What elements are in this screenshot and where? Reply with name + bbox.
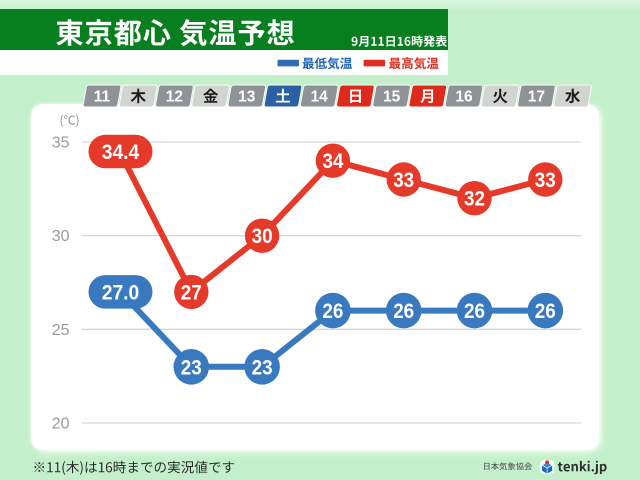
svg-text:23: 23	[252, 354, 273, 379]
svg-text:15: 15	[383, 88, 401, 105]
svg-text:26: 26	[322, 298, 343, 323]
svg-text:30: 30	[52, 228, 70, 245]
svg-text:33: 33	[535, 167, 556, 192]
svg-text:12: 12	[166, 88, 183, 105]
svg-text:34.4: 34.4	[102, 139, 140, 164]
svg-text:27: 27	[181, 279, 202, 304]
svg-text:23: 23	[181, 354, 202, 379]
svg-text:33: 33	[393, 167, 414, 192]
svg-text:34: 34	[322, 148, 343, 173]
svg-text:11: 11	[94, 88, 111, 105]
svg-text:13: 13	[238, 88, 256, 105]
svg-text:16: 16	[455, 88, 473, 105]
svg-text:20: 20	[52, 416, 70, 433]
svg-text:27.0: 27.0	[102, 279, 140, 304]
svg-text:32: 32	[464, 186, 485, 211]
svg-text:30: 30	[252, 223, 273, 248]
svg-text:35: 35	[52, 135, 70, 152]
svg-text:26: 26	[535, 298, 556, 323]
svg-text:26: 26	[464, 298, 485, 323]
svg-text:14: 14	[311, 88, 329, 105]
svg-text:26: 26	[393, 298, 414, 323]
svg-text:17: 17	[528, 88, 545, 105]
svg-text:25: 25	[52, 322, 70, 339]
